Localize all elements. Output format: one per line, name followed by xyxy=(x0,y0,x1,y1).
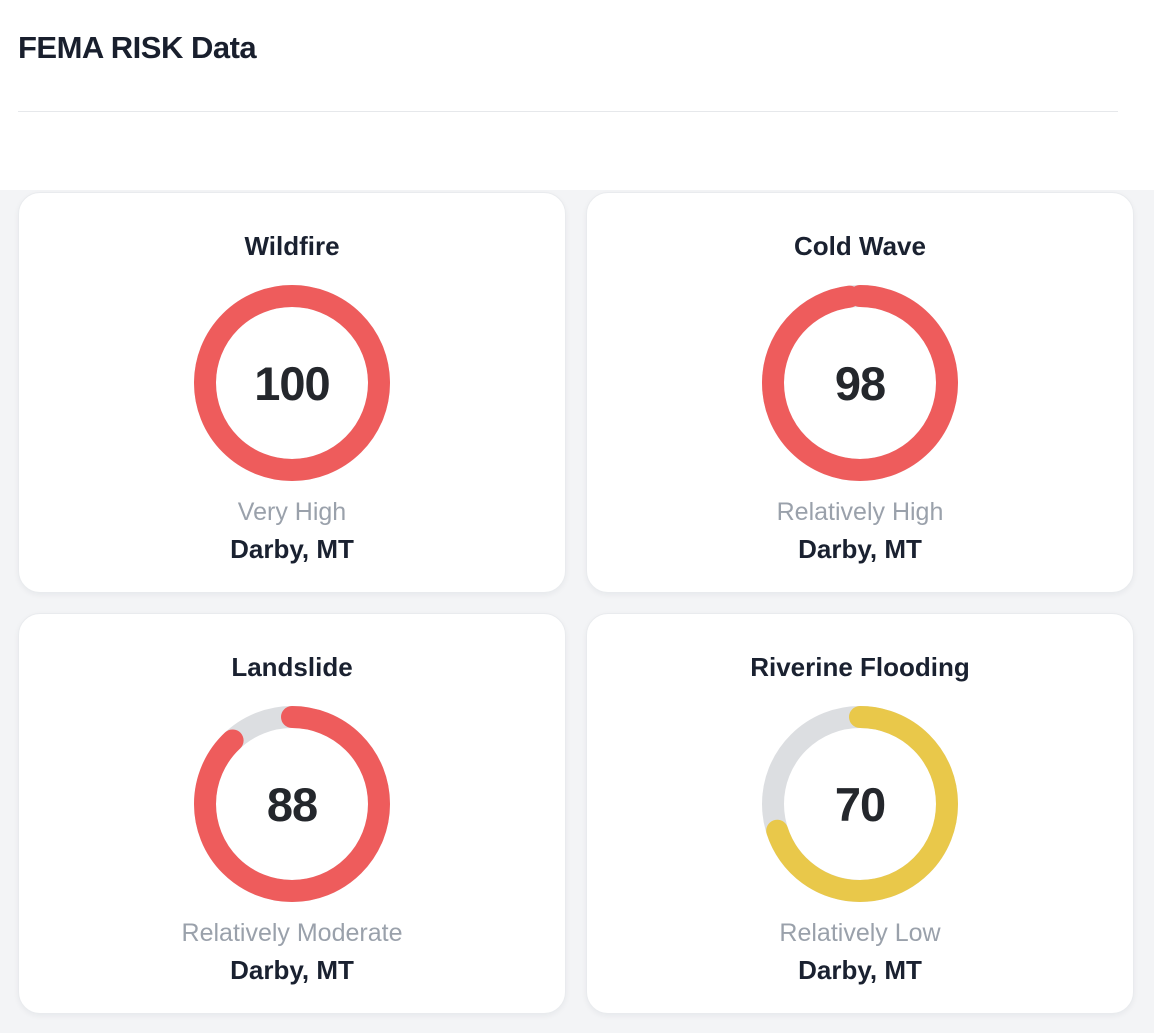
risk-rating-label: Relatively Moderate xyxy=(181,919,403,947)
risk-card-title: Cold Wave xyxy=(794,231,926,261)
risk-location: Darby, MT xyxy=(798,955,922,985)
risk-gauge: 70 xyxy=(762,706,958,902)
risk-rating-label: Very High xyxy=(237,498,347,526)
gauge-value: 100 xyxy=(254,356,330,410)
risk-location: Darby, MT xyxy=(230,955,354,985)
risk-card-title: Wildfire xyxy=(244,231,340,261)
gauge-ring-icon xyxy=(194,285,390,481)
risk-card: Wildfire 100 Very High Darby, MT xyxy=(18,192,566,593)
gauge-ring-icon xyxy=(762,706,958,902)
risk-rating-label: Relatively High xyxy=(776,498,944,526)
risk-card: Landslide 88 Relatively Moderate Darby, … xyxy=(18,613,566,1014)
gauge-value: 70 xyxy=(834,777,886,831)
gauge-value: 98 xyxy=(834,356,886,410)
risk-cards-grid: Wildfire 100 Very High Darby, MT Cold Wa… xyxy=(18,192,1134,1014)
risk-gauge: 100 xyxy=(194,285,390,481)
risk-location: Darby, MT xyxy=(798,534,922,564)
page-title: FEMA RISK Data xyxy=(18,30,257,65)
risk-location: Darby, MT xyxy=(230,534,354,564)
gauge-value: 88 xyxy=(266,777,318,831)
divider xyxy=(18,111,1118,112)
gauge-ring-icon xyxy=(762,285,958,481)
risk-card: Cold Wave 98 Relatively High Darby, MT xyxy=(586,192,1134,593)
risk-gauge: 98 xyxy=(762,285,958,481)
cards-section: Wildfire 100 Very High Darby, MT Cold Wa… xyxy=(0,190,1154,1033)
risk-gauge: 88 xyxy=(194,706,390,902)
risk-card: Riverine Flooding 70 Relatively Low Darb… xyxy=(586,613,1134,1014)
gauge-ring-icon xyxy=(194,706,390,902)
risk-card-title: Landslide xyxy=(231,652,353,682)
risk-rating-label: Relatively Low xyxy=(779,919,941,947)
risk-card-title: Riverine Flooding xyxy=(750,652,970,682)
page-header: FEMA RISK Data xyxy=(0,0,1154,112)
